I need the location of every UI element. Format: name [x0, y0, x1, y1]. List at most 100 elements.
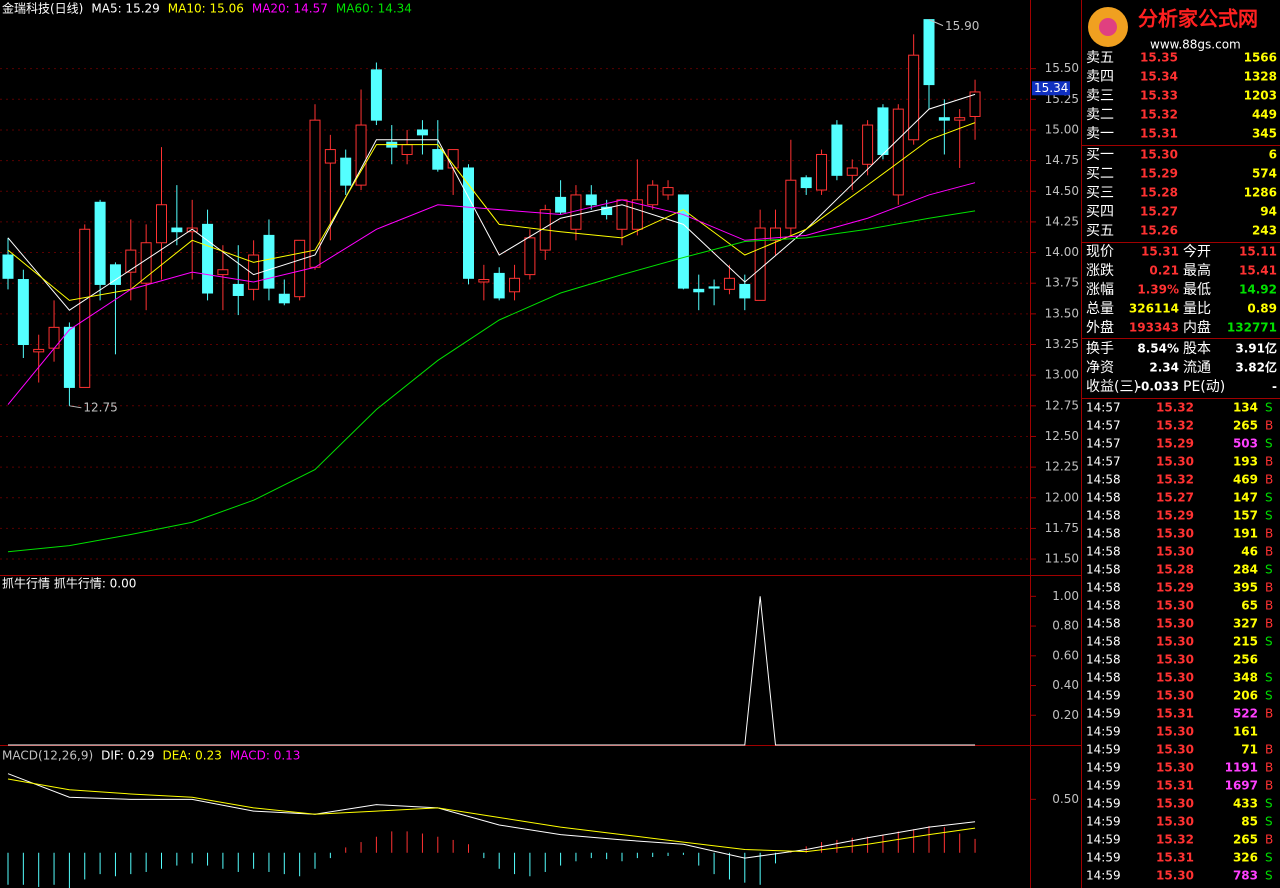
- ma-line: [7, 210, 976, 553]
- legend-entry: DEA: 0.23: [162, 749, 221, 763]
- tick-time: 14:59: [1086, 869, 1121, 883]
- logo-title: 分析家公式网: [1138, 7, 1258, 31]
- quote-label: 内盘: [1183, 319, 1211, 336]
- book-price: 15.27: [1140, 205, 1178, 219]
- book-volume: 1203: [1244, 89, 1277, 103]
- tick-time: 14:59: [1086, 689, 1121, 703]
- tick-price: 15.30: [1156, 761, 1194, 775]
- tick-price: 15.30: [1156, 545, 1194, 559]
- book-label: 卖二: [1086, 107, 1114, 123]
- logo-url: www.88gs.com: [1150, 38, 1241, 52]
- candle-body: [232, 283, 244, 296]
- tick-time: 14:58: [1086, 599, 1121, 613]
- tick-side: B: [1265, 707, 1273, 721]
- last-price-label: 15.34: [1034, 81, 1068, 95]
- annotation-leader: [928, 19, 944, 27]
- tick-time: 14:59: [1086, 743, 1121, 757]
- book-price: 15.26: [1140, 224, 1178, 238]
- candle-body: [478, 279, 490, 283]
- tick-volume: 522: [1233, 707, 1258, 721]
- y-tick-label: 1.00: [1052, 589, 1079, 603]
- logo: 分析家公式网 www.88gs.com: [1088, 7, 1258, 52]
- book-volume: 1566: [1244, 51, 1277, 65]
- book-label: 卖一: [1086, 126, 1114, 142]
- tick-price: 15.28: [1156, 563, 1194, 577]
- tick-side: B: [1265, 833, 1273, 847]
- y-tick-label: 14.25: [1045, 214, 1079, 228]
- book-volume: 574: [1252, 167, 1277, 181]
- candle-body: [217, 269, 229, 276]
- tick-price: 15.32: [1156, 419, 1194, 433]
- candle-body: [432, 149, 444, 170]
- book-volume: 1286: [1244, 186, 1277, 200]
- tick-price: 15.30: [1156, 617, 1194, 631]
- candle-body: [355, 124, 367, 186]
- candle-body: [401, 144, 413, 155]
- legend-entry: MA60: 14.34: [336, 2, 412, 16]
- book-price: 15.28: [1140, 186, 1178, 200]
- candle-body: [94, 201, 106, 285]
- candle-body: [324, 149, 336, 164]
- tick-volume: 348: [1233, 671, 1258, 685]
- tick-price: 15.30: [1156, 671, 1194, 685]
- tick-side: S: [1265, 797, 1273, 811]
- tick-side: B: [1265, 473, 1273, 487]
- legend-entry: MA10: 15.06: [168, 2, 244, 16]
- candle-body: [862, 124, 874, 165]
- candle-body: [601, 206, 613, 216]
- y-tick-label: 0.40: [1052, 678, 1079, 692]
- quote-label: 最低: [1183, 282, 1211, 298]
- book-label: 卖四: [1086, 69, 1114, 85]
- tick-volume: 284: [1233, 563, 1258, 577]
- tick-volume: 161: [1233, 725, 1258, 739]
- tick-side: B: [1265, 599, 1273, 613]
- quote-value: 193343: [1129, 321, 1179, 335]
- quote-value: 132771: [1227, 321, 1277, 335]
- book-volume: 6: [1269, 148, 1277, 162]
- y-tick-label: 14.50: [1045, 184, 1079, 198]
- tick-volume: 191: [1233, 527, 1258, 541]
- book-label: 卖五: [1086, 50, 1114, 66]
- indicator-line: [8, 596, 976, 746]
- candle-body: [785, 179, 797, 229]
- book-label: 买五: [1086, 223, 1114, 239]
- tick-side: S: [1265, 671, 1273, 685]
- candle-body: [708, 286, 720, 289]
- tick-time: 14:57: [1086, 401, 1121, 415]
- charts: 11.50 11.75 12.00 12.25 12.50 12.75 13.00 13.25…: [0, 1, 1079, 888]
- tick-price: 15.32: [1156, 833, 1194, 847]
- candle-body: [171, 227, 183, 233]
- tick-time: 14:58: [1086, 545, 1121, 559]
- tick-price: 15.30: [1156, 689, 1194, 703]
- quote-value: 15.41: [1239, 264, 1277, 278]
- book-price: 15.32: [1140, 108, 1178, 122]
- tick-volume: 65: [1241, 599, 1258, 613]
- tick-volume: 193: [1233, 455, 1258, 469]
- quote-label: 涨幅: [1086, 282, 1114, 298]
- tick-price: 15.32: [1156, 401, 1194, 415]
- candle-body: [370, 69, 382, 121]
- y-tick-label: 12.75: [1045, 398, 1079, 412]
- tick-side: S: [1265, 491, 1273, 505]
- tick-price: 15.31: [1156, 851, 1194, 865]
- quote-value: 8.54%: [1137, 342, 1179, 356]
- y-tick-label: 0.80: [1052, 619, 1079, 633]
- candle-body: [524, 237, 536, 276]
- tick-price: 15.30: [1156, 455, 1194, 469]
- y-tick-label: 14.00: [1045, 245, 1079, 259]
- candle-body: [509, 277, 521, 293]
- tick-volume: 206: [1233, 689, 1258, 703]
- tick-price: 15.32: [1156, 473, 1194, 487]
- candle-body: [647, 184, 659, 206]
- tick-side: S: [1265, 815, 1273, 829]
- book-volume: 243: [1252, 224, 1277, 238]
- quote-label: 现价: [1086, 244, 1114, 260]
- candle-body: [739, 283, 751, 299]
- ma-line: [7, 122, 976, 301]
- quote-label: 流通: [1183, 360, 1211, 376]
- candle-body: [877, 107, 889, 155]
- tick-time: 14:59: [1086, 797, 1121, 811]
